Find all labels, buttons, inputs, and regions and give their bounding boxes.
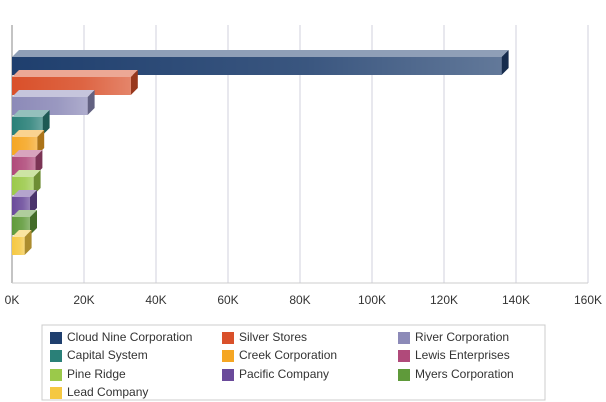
bar-top xyxy=(12,50,509,57)
bar-top xyxy=(12,190,37,197)
bar-side xyxy=(501,50,509,75)
bar-side xyxy=(37,130,45,155)
x-tick-label: 20K xyxy=(73,293,94,307)
x-tick-label: 140K xyxy=(502,293,530,307)
bar-side xyxy=(24,230,32,255)
x-tick-label: 60K xyxy=(217,293,238,307)
legend-swatch xyxy=(50,332,62,344)
x-tick-label: 80K xyxy=(289,293,310,307)
bar-side xyxy=(87,90,95,115)
legend-swatch xyxy=(398,350,410,362)
legend-label: Creek Corporation xyxy=(239,348,337,362)
bar-top xyxy=(12,210,37,217)
bar-top xyxy=(12,230,32,237)
x-tick-label: 120K xyxy=(430,293,458,307)
legend-label: River Corporation xyxy=(415,330,509,344)
bar-side xyxy=(33,170,41,195)
legend-swatch xyxy=(50,387,62,399)
x-tick-label: 0K xyxy=(5,293,20,307)
bar-top xyxy=(12,70,138,77)
legend-label: Capital System xyxy=(67,348,148,362)
bar-top xyxy=(12,170,41,177)
x-tick-label: 100K xyxy=(358,293,386,307)
bar-top xyxy=(12,150,43,157)
legend-swatch xyxy=(50,369,62,381)
legend-label: Myers Corporation xyxy=(415,367,514,381)
bar-top xyxy=(12,90,95,97)
bar-side xyxy=(130,70,138,95)
bar-top xyxy=(12,130,45,137)
bar-side xyxy=(30,190,37,215)
bar-top xyxy=(12,110,50,117)
legend-label: Lewis Enterprises xyxy=(415,348,510,362)
legend-swatch xyxy=(398,369,410,381)
x-tick-label: 160K xyxy=(574,293,602,307)
legend-swatch xyxy=(50,350,62,362)
bar-shine xyxy=(12,237,25,255)
legend-swatch xyxy=(222,369,234,381)
legend-swatch xyxy=(222,332,234,344)
legend-label: Pacific Company xyxy=(239,367,329,381)
x-tick-label: 40K xyxy=(145,293,166,307)
bar-side xyxy=(42,110,50,135)
legend-label: Lead Company xyxy=(67,385,148,399)
bar-side xyxy=(30,210,37,235)
legend-box xyxy=(41,324,546,401)
legend-label: Cloud Nine Corporation xyxy=(67,330,192,344)
legend-swatch xyxy=(222,350,234,362)
legend-swatch xyxy=(398,332,410,344)
bar-side xyxy=(35,150,43,175)
legend-label: Pine Ridge xyxy=(67,367,126,381)
legend-label: Silver Stores xyxy=(239,330,307,344)
